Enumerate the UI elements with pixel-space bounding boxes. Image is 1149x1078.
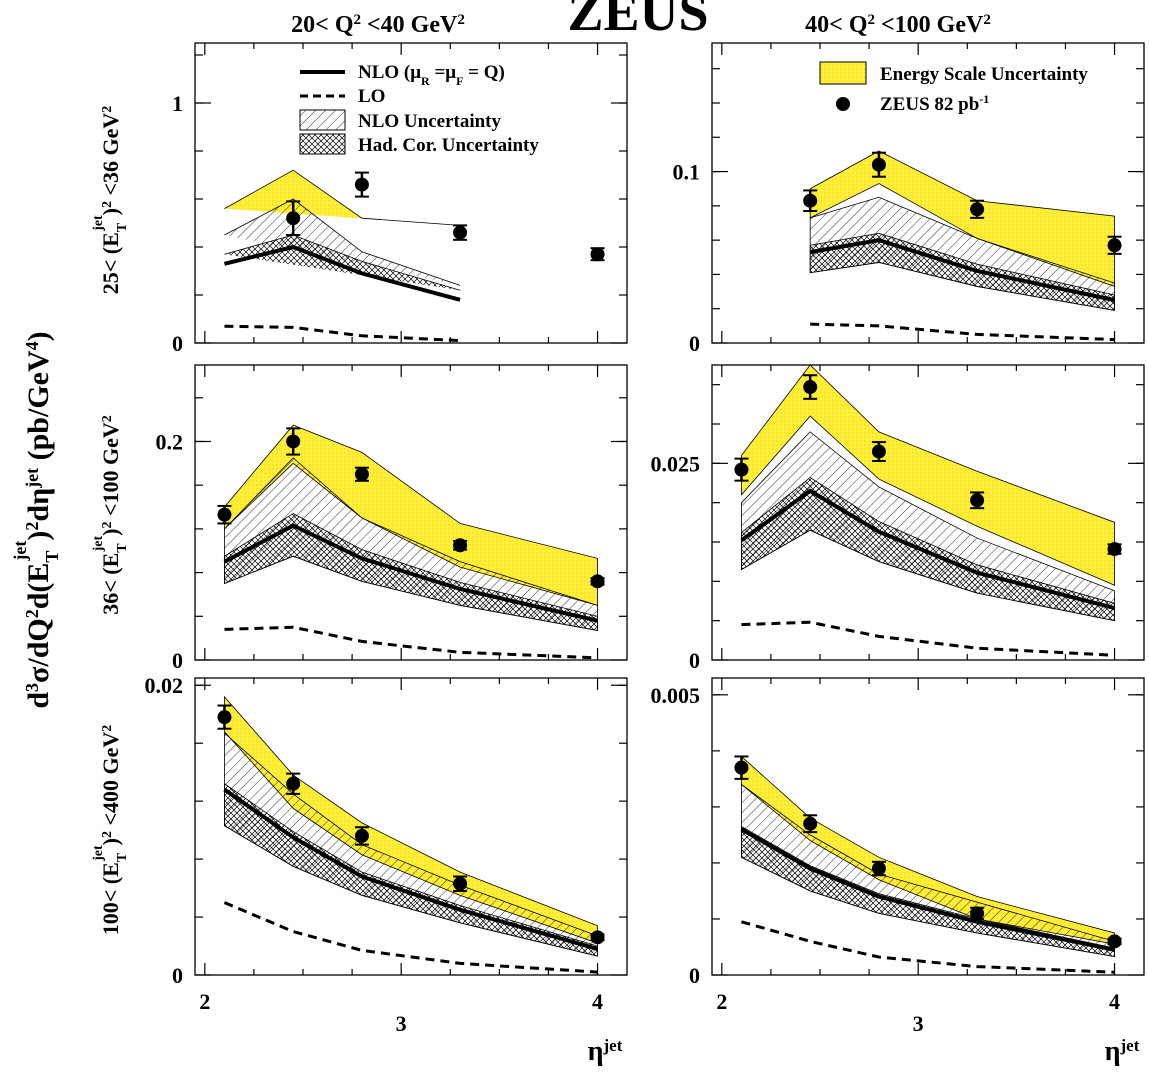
panel-3: 00.2 [156, 364, 628, 673]
data-point [217, 507, 232, 522]
data-point [734, 760, 749, 775]
y-tick-label: 0.02 [145, 673, 184, 698]
y-tick-label: 0 [172, 648, 183, 673]
legend-nlo-unc-swatch [299, 109, 346, 131]
lo-curve [223, 901, 598, 974]
data-point [590, 574, 605, 589]
x-tick-label: 4 [1109, 989, 1120, 1014]
data-point [803, 816, 818, 831]
data-point [354, 177, 369, 192]
y-tick-label: 0.1 [673, 160, 701, 185]
x-axis-label-right: ηjet [1105, 1036, 1140, 1068]
y-tick-label: 0.005 [651, 683, 701, 708]
panel-6: 2 3 4 0 0.005 [651, 677, 1145, 1036]
nlo-curve [223, 244, 461, 302]
row-label-1: 25< (ETjet)2 <36 GeV2 [91, 106, 130, 295]
data-point [871, 444, 886, 459]
x-tick-label: 2 [716, 989, 727, 1014]
panel-frame [194, 364, 628, 661]
y-tick-label: 0 [689, 648, 700, 673]
data-point [286, 211, 301, 226]
legend-data-label: ZEUS 82 pb-1 [880, 92, 989, 115]
data-point [590, 247, 605, 262]
row-label-2: 36< (ETjet)2 <100 GeV2 [91, 415, 130, 615]
panel-2: 00.1 [673, 42, 1145, 356]
nlo-curve [740, 488, 1116, 611]
legend-lo-label: LO [358, 86, 385, 107]
figure-title: ZEUS [567, 0, 708, 42]
x-axis-label-left: ηjet [588, 1036, 623, 1068]
legend-data-marker [836, 97, 850, 111]
data-point [1107, 542, 1122, 557]
nlo-curve [740, 827, 1115, 952]
data-point [453, 538, 468, 553]
x-tick-label: 2 [199, 989, 210, 1014]
data-point [734, 462, 749, 477]
legend-energy-swatch [819, 61, 867, 85]
data-point [1107, 934, 1122, 949]
y-tick-label: 0 [172, 331, 183, 356]
legend-had-unc-label: Had. Cor. Uncertainty [358, 135, 539, 156]
x-tick-label: 3 [396, 1011, 407, 1036]
panel-4: 0 0.025 [651, 364, 1145, 673]
panel-5: 2 3 4 0 0.02 [145, 673, 628, 1036]
panel-frame [711, 364, 1145, 661]
panel-1: 01 [172, 42, 628, 356]
data-point [453, 225, 468, 240]
panel-frame [194, 677, 628, 976]
lo-curve [224, 324, 461, 343]
y-tick-label: 0 [172, 963, 183, 988]
legend-nlo-unc-label: NLO Uncertainty [358, 111, 502, 132]
row-label-3: 100< (ETjet)2 <400 GeV2 [91, 725, 130, 936]
column-title-right: 40< Q2 <100 GeV2 [805, 12, 991, 38]
x-tick-label: 3 [913, 1011, 924, 1036]
nlo-curve [223, 787, 599, 951]
y-tick-label: 0 [689, 331, 700, 356]
data-point [453, 876, 468, 891]
data-point [970, 202, 985, 217]
y-tick-label: 1 [172, 91, 183, 116]
y-tick-label: 0 [689, 963, 700, 988]
lo-curve [810, 322, 1115, 342]
legend: NLO (μR =μF = Q) LO NLO Uncertainty Had.… [299, 61, 1088, 156]
data-point [803, 380, 818, 395]
data-point [354, 828, 369, 843]
panel-frame [711, 42, 1145, 344]
column-title-left: 20< Q2 <40 GeV2 [291, 12, 465, 38]
y-tick-label: 0.025 [651, 451, 701, 476]
legend-nlo-label: NLO (μR =μF = Q) [358, 62, 505, 88]
data-point [217, 710, 232, 725]
nlo-curve [223, 523, 598, 623]
lo-curve [741, 620, 1115, 657]
lo-curve [741, 920, 1115, 974]
nlo-curve [809, 238, 1115, 303]
data-point [970, 906, 985, 921]
data-point [803, 193, 818, 208]
x-tick-label: 4 [592, 989, 603, 1014]
data-point [590, 930, 605, 945]
data-point [970, 493, 985, 508]
hadcor-uncertainty-band [809, 232, 1115, 311]
data-point [871, 861, 886, 876]
data-point [286, 776, 301, 791]
data-point [354, 467, 369, 482]
data-point [286, 434, 301, 449]
legend-had-unc-swatch [299, 133, 346, 155]
data-point [871, 157, 886, 172]
y-axis-label: d3σ/dQ2d(ETjet)2dηjet (pb/GeV4) [10, 331, 62, 708]
data-point [1107, 238, 1122, 253]
nlo-uncertainty-band [224, 198, 461, 286]
energy-scale-band [741, 364, 1115, 586]
y-tick-label: 0.2 [156, 429, 184, 454]
lo-curve [224, 625, 598, 660]
panel-frame [711, 677, 1145, 976]
panel-frame [194, 42, 628, 344]
legend-energy-label: Energy Scale Uncertainty [880, 64, 1088, 85]
